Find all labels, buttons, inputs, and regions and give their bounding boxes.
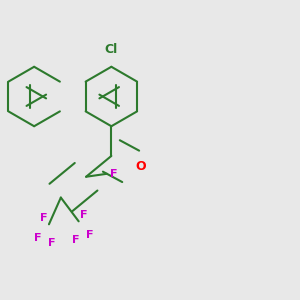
Text: Cl: Cl: [105, 44, 118, 56]
Text: F: F: [110, 169, 117, 179]
Text: F: F: [72, 235, 80, 245]
Text: F: F: [40, 213, 47, 223]
Text: F: F: [34, 233, 41, 243]
Text: F: F: [86, 230, 94, 240]
Text: O: O: [135, 160, 146, 173]
Text: F: F: [48, 238, 56, 248]
Text: F: F: [80, 210, 88, 220]
